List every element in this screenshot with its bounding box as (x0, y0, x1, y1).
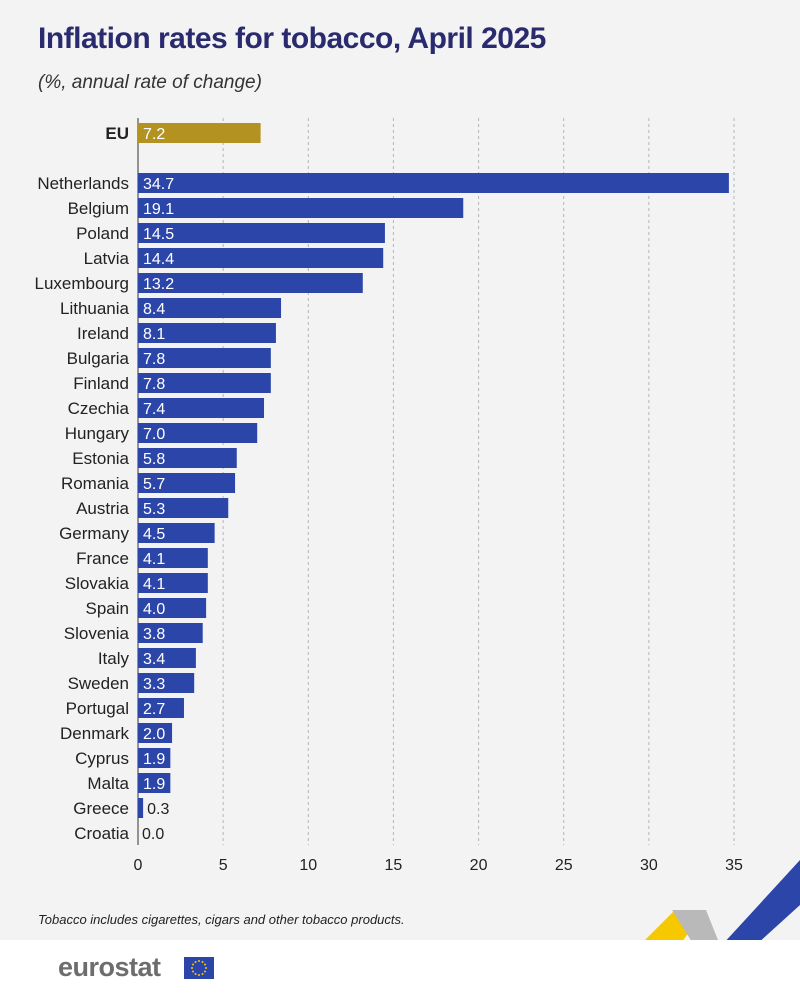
bar (138, 573, 208, 593)
value-label: 7.4 (143, 401, 165, 418)
category-label: Slovakia (65, 574, 130, 593)
eu-flag-icon (184, 957, 214, 979)
value-label: 4.1 (143, 551, 165, 568)
value-label: 7.2 (143, 126, 165, 143)
category-label: Poland (76, 224, 129, 243)
bar (138, 398, 265, 418)
bar (138, 123, 261, 143)
bar (138, 548, 208, 568)
bar (138, 198, 464, 218)
value-label: 5.8 (143, 451, 165, 468)
bar (138, 598, 207, 618)
x-tick-label: 10 (299, 857, 317, 874)
value-label: 7.8 (143, 376, 165, 393)
x-tick-label: 35 (725, 857, 743, 874)
bar (138, 698, 184, 718)
category-label: Portugal (66, 699, 129, 718)
category-label: Ireland (77, 324, 129, 343)
value-label: 2.7 (143, 701, 165, 718)
footnote: Tobacco includes cigarettes, cigars and … (38, 912, 405, 927)
category-label: Lithuania (60, 299, 130, 318)
value-label: 14.4 (143, 251, 174, 268)
value-label: 8.1 (143, 326, 165, 343)
bar (138, 723, 173, 743)
category-label: Bulgaria (67, 349, 130, 368)
bar (138, 673, 195, 693)
category-label: Italy (98, 649, 130, 668)
value-label: 5.7 (143, 476, 165, 493)
value-label: 34.7 (143, 176, 174, 193)
bar (138, 748, 171, 768)
category-label: Netherlands (37, 174, 129, 193)
bar (138, 773, 171, 793)
chart-title: Inflation rates for tobacco, April 2025 (38, 22, 546, 55)
bar (138, 523, 215, 543)
category-label: Germany (59, 524, 129, 543)
category-label: Denmark (60, 724, 129, 743)
value-label: 3.8 (143, 626, 165, 643)
chart-subtitle: (%, annual rate of change) (38, 72, 262, 93)
value-label: 8.4 (143, 301, 165, 318)
bar (138, 248, 384, 268)
category-label: Cyprus (75, 749, 129, 768)
bar (138, 298, 282, 318)
category-label: Luxembourg (34, 274, 129, 293)
bar (138, 473, 236, 493)
category-label: Belgium (68, 199, 129, 218)
category-label: EU (105, 124, 129, 143)
value-label: 0.0 (142, 826, 164, 843)
value-label: 4.0 (143, 601, 165, 618)
value-label: 3.4 (143, 651, 165, 668)
value-label: 19.1 (143, 201, 174, 218)
footer-bar (0, 940, 800, 1000)
bar (138, 623, 203, 643)
x-tick-label: 15 (385, 857, 403, 874)
category-label: Latvia (84, 249, 130, 268)
bar (138, 423, 258, 443)
value-label: 3.3 (143, 676, 165, 693)
category-label: Spain (86, 599, 129, 618)
bar-chart: 0 5 10 15 20 25 30 35 EU 7.2 Netherlands 34.7 Belgiu… (34, 118, 743, 874)
value-label: 7.8 (143, 351, 165, 368)
category-label: Estonia (72, 449, 129, 468)
category-label: Malta (87, 774, 129, 793)
category-label: Slovenia (64, 624, 130, 643)
value-label: 14.5 (143, 226, 174, 243)
bar (138, 798, 144, 818)
category-label: Greece (73, 799, 129, 818)
value-label: 4.1 (143, 576, 165, 593)
bar (138, 173, 729, 193)
value-label: 4.5 (143, 526, 165, 543)
category-label: Austria (76, 499, 129, 518)
value-label: 0.3 (147, 801, 169, 818)
x-tick-label: 25 (555, 857, 573, 874)
value-label: 13.2 (143, 276, 174, 293)
x-tick-label: 0 (134, 857, 143, 874)
category-label: Hungary (65, 424, 130, 443)
bar (138, 223, 385, 243)
category-label: Romania (61, 474, 130, 493)
bar (138, 448, 237, 468)
bar (138, 373, 271, 393)
x-tick-label: 5 (219, 857, 228, 874)
category-label: France (76, 549, 129, 568)
x-tick-label: 20 (470, 857, 488, 874)
category-label: Finland (73, 374, 129, 393)
category-label: Sweden (68, 674, 129, 693)
value-label: 2.0 (143, 726, 165, 743)
bar (138, 348, 271, 368)
bar (138, 648, 196, 668)
category-label: Croatia (74, 824, 129, 843)
value-label: 5.3 (143, 501, 165, 518)
bar (138, 498, 229, 518)
category-label: Czechia (68, 399, 130, 418)
eurostat-logo: eurostat (58, 952, 161, 982)
x-tick-label: 30 (640, 857, 658, 874)
value-label: 7.0 (143, 426, 165, 443)
bar (138, 323, 276, 343)
value-label: 1.9 (143, 776, 165, 793)
bar (138, 273, 363, 293)
value-label: 1.9 (143, 751, 165, 768)
